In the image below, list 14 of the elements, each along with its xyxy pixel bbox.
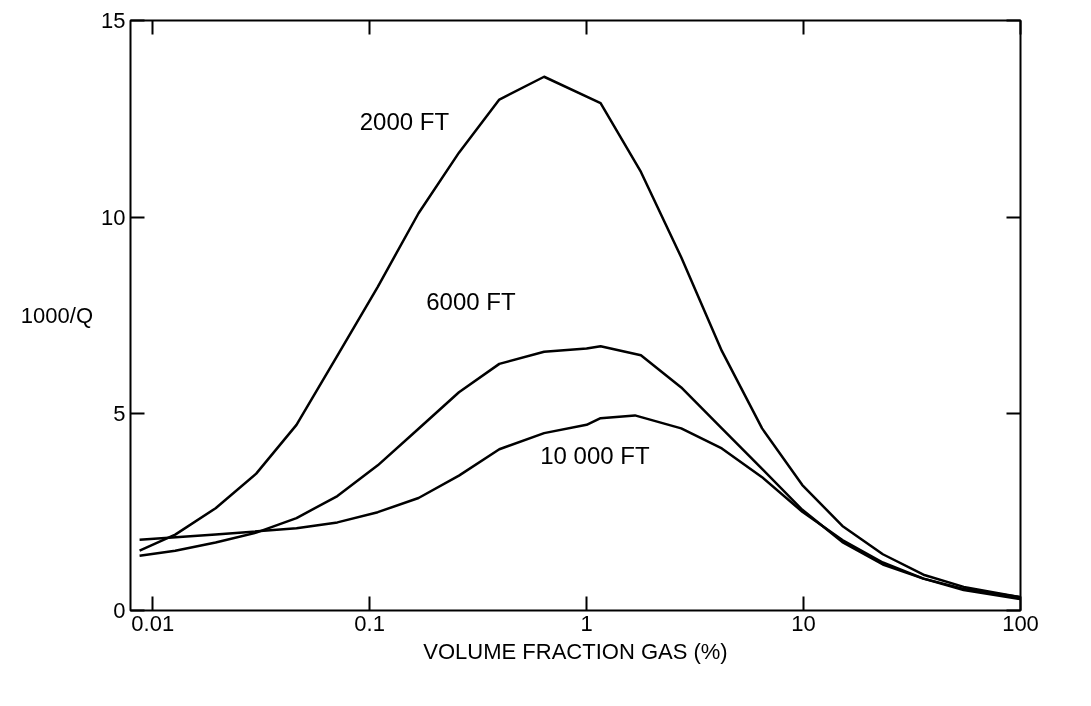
x-tick-label: 100 <box>1002 610 1039 636</box>
x-tick-label: 1 <box>580 610 593 636</box>
series-label: 2000 FT <box>359 108 450 136</box>
x-axis-title: VOLUME FRACTION GAS (%) <box>423 638 728 664</box>
x-tick-label: 0.01 <box>131 610 175 636</box>
x-tick-label: 10 <box>791 610 816 636</box>
y-axis-title: 1000/Q <box>20 303 94 328</box>
y-tick-label: 15 <box>101 8 126 33</box>
y-tick-label: 10 <box>101 204 126 230</box>
series-label: 6000 FT <box>426 287 516 315</box>
x-tick-label: 0.1 <box>354 610 385 636</box>
y-tick-label: 0 <box>113 598 126 623</box>
series-label: 10 000 FT <box>540 441 650 469</box>
y-tick-label: 5 <box>113 401 126 427</box>
